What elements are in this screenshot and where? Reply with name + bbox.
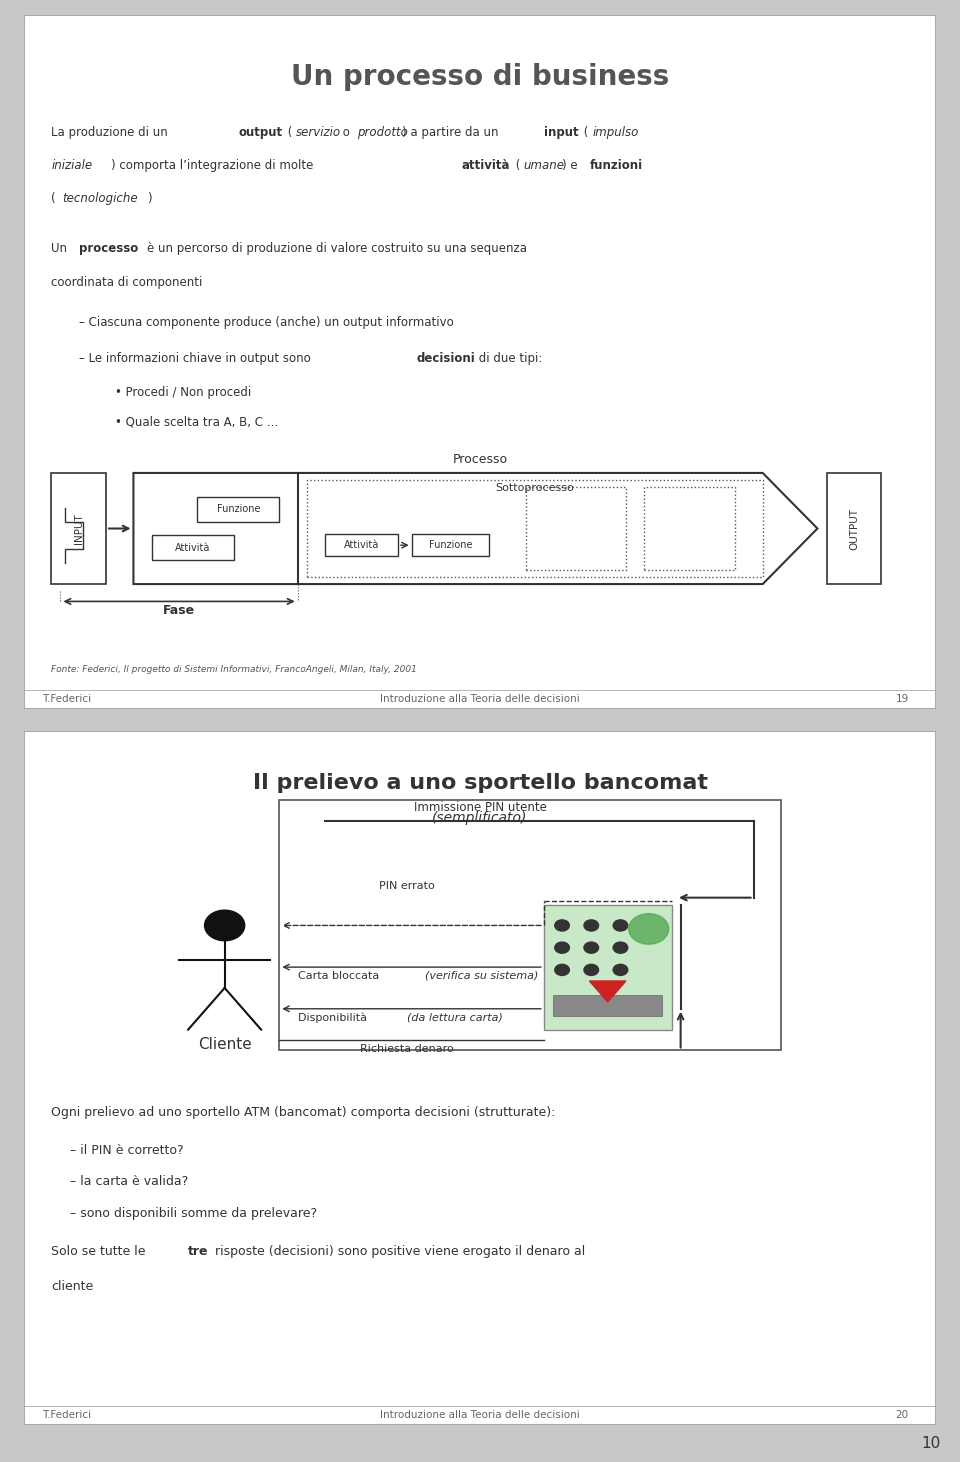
Text: Ogni prelievo ad uno sportello ATM (bancomat) comporta decisioni (strutturate):: Ogni prelievo ad uno sportello ATM (banc… [52,1105,556,1118]
Text: (: ( [284,126,292,139]
Text: – Le informazioni chiave in output sono: – Le informazioni chiave in output sono [79,352,314,366]
Text: 20: 20 [896,1409,909,1420]
Circle shape [613,920,628,931]
Text: ) e: ) e [563,159,582,173]
Text: umane: umane [524,159,564,173]
Text: Processo: Processo [452,453,508,466]
Text: output: output [238,126,282,139]
Circle shape [584,920,599,931]
Text: – sono disponibili somme da prelevare?: – sono disponibili somme da prelevare? [70,1206,317,1219]
Text: di due tipi:: di due tipi: [475,352,542,366]
FancyBboxPatch shape [52,474,107,583]
Text: funzioni: funzioni [589,159,642,173]
Text: (da lettura carta): (da lettura carta) [407,1012,503,1022]
Text: Carta bloccata: Carta bloccata [298,971,382,981]
FancyBboxPatch shape [827,474,881,583]
Text: o: o [339,126,353,139]
Text: Introduzione alla Teoria delle decisioni: Introduzione alla Teoria delle decisioni [380,693,580,703]
FancyBboxPatch shape [198,497,279,522]
Text: Disponibilità: Disponibilità [298,1012,371,1023]
Text: Un processo di business: Un processo di business [291,63,669,91]
Text: cliente: cliente [52,1279,94,1292]
Circle shape [584,965,599,975]
FancyBboxPatch shape [24,15,936,709]
Text: T.Federici: T.Federici [42,693,91,703]
Circle shape [584,942,599,953]
Text: input: input [543,126,579,139]
Text: processo: processo [79,243,138,256]
Circle shape [555,920,569,931]
Text: (: ( [512,159,520,173]
Circle shape [613,965,628,975]
Text: prodotto: prodotto [357,126,408,139]
Text: Funzione: Funzione [428,539,472,550]
Text: T.Federici: T.Federici [42,1409,91,1420]
Circle shape [204,911,245,940]
Text: • Quale scelta tra A, B, C …: • Quale scelta tra A, B, C … [115,415,278,428]
Text: Attività: Attività [344,539,379,550]
Circle shape [555,942,569,953]
Text: (verifica su sistema): (verifica su sistema) [425,971,539,981]
Text: ) comporta l’integrazione di molte: ) comporta l’integrazione di molte [110,159,317,173]
Text: (: ( [52,193,56,205]
Polygon shape [589,981,626,1001]
Text: La produzione di un: La produzione di un [52,126,172,139]
Text: – la carta è valida?: – la carta è valida? [70,1175,188,1189]
Text: servizio: servizio [296,126,341,139]
Text: Fase: Fase [163,604,195,617]
Text: (semplificato): (semplificato) [432,811,528,825]
FancyBboxPatch shape [543,905,672,1029]
FancyBboxPatch shape [553,994,662,1016]
Text: tre: tre [188,1244,208,1257]
Circle shape [629,914,669,944]
Text: – il PIN è corretto?: – il PIN è corretto? [70,1145,183,1158]
Text: iniziale: iniziale [52,159,92,173]
Text: 19: 19 [896,693,909,703]
Text: – Ciascuna componente produce (anche) un output informativo: – Ciascuna componente produce (anche) un… [79,316,453,329]
Text: decisioni: decisioni [417,352,475,366]
Circle shape [613,942,628,953]
Text: INPUT: INPUT [74,513,84,544]
Text: PIN errato: PIN errato [379,880,435,890]
Text: Il prelievo a uno sportello bancomat: Il prelievo a uno sportello bancomat [252,772,708,792]
Circle shape [555,965,569,975]
Text: attività: attività [462,159,511,173]
Text: Immissione PIN utente: Immissione PIN utente [414,801,546,814]
Text: Fonte: Federici, Il progetto di Sistemi Informativi, FrancoAngeli, Milan, Italy,: Fonte: Federici, Il progetto di Sistemi … [52,665,418,674]
Text: Attività: Attività [175,542,210,553]
Text: ) a partire da un: ) a partire da un [402,126,503,139]
Text: Cliente: Cliente [198,1037,252,1051]
FancyBboxPatch shape [24,731,936,1425]
Text: è un percorso di produzione di valore costruito su una sequenza: è un percorso di produzione di valore co… [147,243,527,256]
Text: OUTPUT: OUTPUT [849,507,859,550]
FancyBboxPatch shape [412,534,490,556]
Text: Richiesta denaro: Richiesta denaro [360,1044,454,1054]
Text: impulso: impulso [592,126,638,139]
Text: Solo se tutte le: Solo se tutte le [52,1244,150,1257]
Text: ): ) [147,193,152,205]
Text: Sottoprocesso: Sottoprocesso [495,484,574,493]
Text: Un: Un [52,243,71,256]
Text: tecnologiche: tecnologiche [62,193,138,205]
Text: risposte (decisioni) sono positive viene erogato il denaro al: risposte (decisioni) sono positive viene… [211,1244,586,1257]
FancyBboxPatch shape [324,534,398,556]
Text: Introduzione alla Teoria delle decisioni: Introduzione alla Teoria delle decisioni [380,1409,580,1420]
Text: Funzione: Funzione [217,504,260,515]
Text: 10: 10 [922,1436,941,1452]
FancyBboxPatch shape [152,535,234,560]
Text: • Procedi / Non procedi: • Procedi / Non procedi [115,386,252,399]
Text: coordinata di componenti: coordinata di componenti [52,276,203,288]
Text: (: ( [580,126,588,139]
